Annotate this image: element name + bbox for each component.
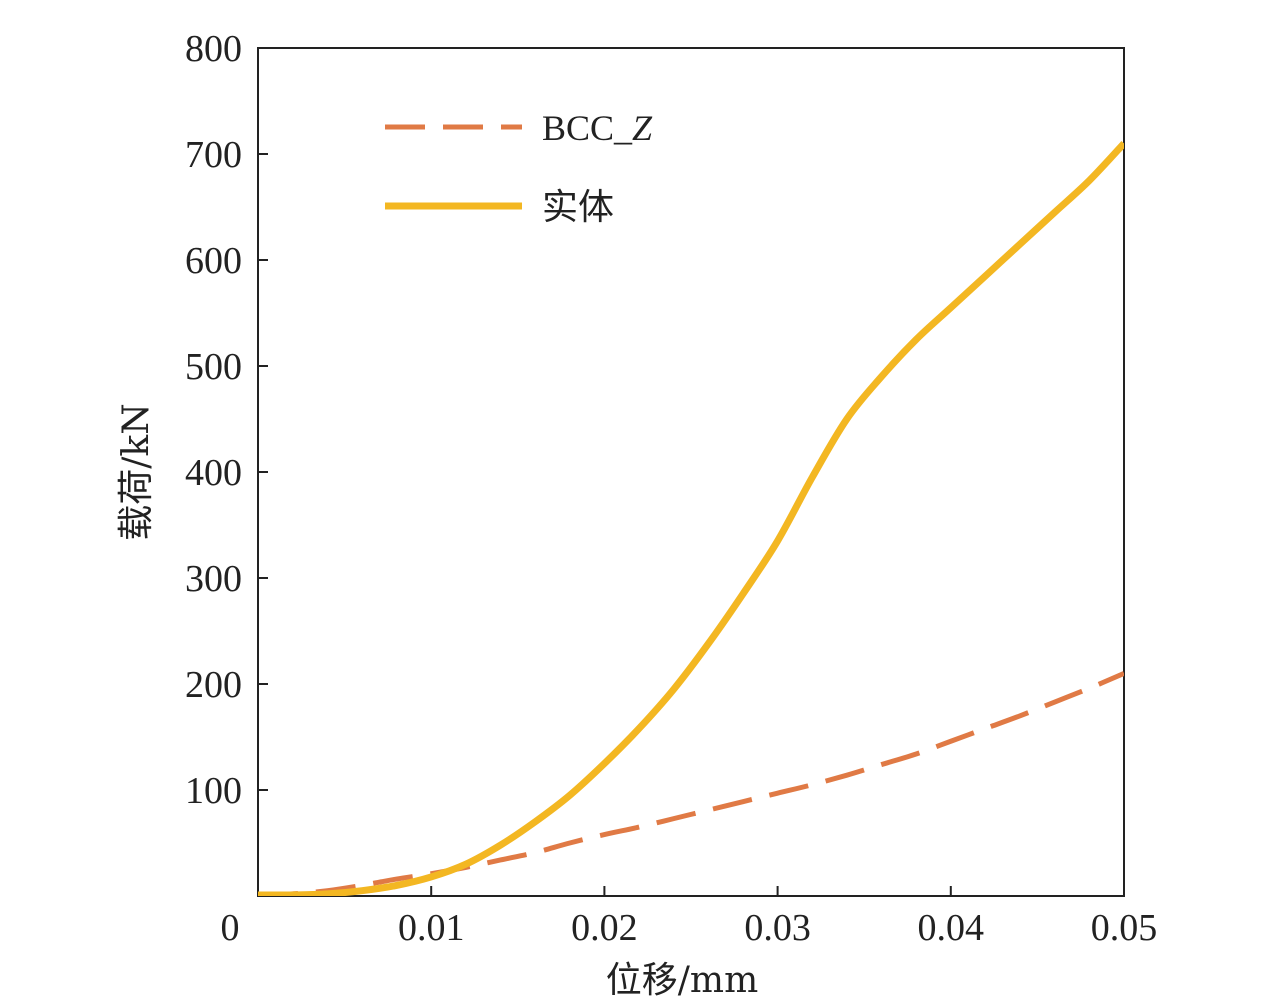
y-tick-label: 500 (185, 346, 242, 388)
legend-label-bcc-z: BCC_Z (542, 108, 653, 148)
y-tick-label: 100 (185, 770, 242, 812)
x-tick-label: 0.02 (571, 907, 638, 949)
legend-label-bcc-z-main: BCC_ (542, 108, 633, 148)
x-tick-label: 0.03 (744, 907, 811, 949)
series-layer (258, 141, 1124, 896)
x-tick-label: 0.04 (918, 907, 985, 949)
legend: BCC_Z 实体 (385, 108, 653, 227)
series-line-bcc-z (258, 671, 1124, 896)
legend-label-solid: 实体 (542, 187, 614, 227)
y-tick-label: 600 (185, 240, 242, 282)
x-axis-title: 位移/mm (606, 960, 758, 1001)
y-tick-label: 700 (185, 134, 242, 176)
y-tick-label: 200 (185, 664, 242, 706)
x-tick-label: 0 (221, 907, 240, 949)
y-axis-ticks: 100 200 300 400 500 600 700 800 (185, 28, 268, 812)
x-tick-label: 0.05 (1091, 907, 1158, 949)
x-axis-ticks: 0 0.01 0.02 0.03 0.04 0.05 (221, 886, 1158, 949)
series-line-solid (258, 141, 1124, 896)
plot-frame (257, 47, 1125, 897)
y-tick-label: 400 (185, 452, 242, 494)
legend-label-bcc-z-italic: Z (632, 108, 653, 148)
y-tick-label: 800 (185, 28, 242, 70)
y-tick-label: 300 (185, 558, 242, 600)
y-axis-title: 载荷/kN (116, 403, 157, 540)
x-tick-label: 0.01 (398, 907, 465, 949)
